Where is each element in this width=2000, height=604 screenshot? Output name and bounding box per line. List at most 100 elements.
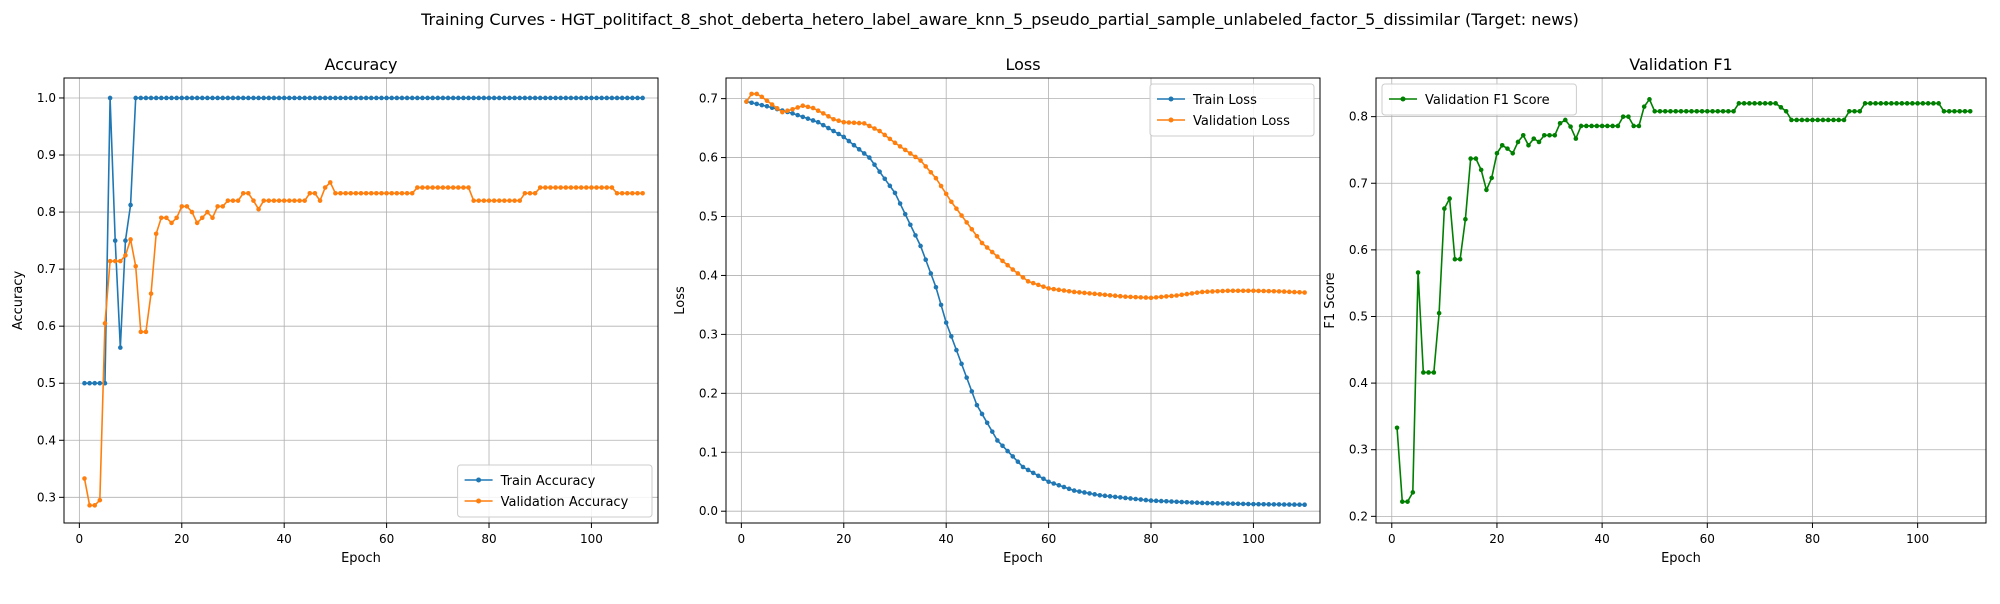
x-axis-label: Epoch [1003,551,1043,566]
data-point [1174,293,1179,298]
data-point [235,95,241,101]
data-point [184,95,190,101]
legend-dot-marker [476,498,482,504]
data-point [225,95,231,101]
data-point [1158,498,1164,504]
data-point [230,198,236,203]
legend-dot-marker [476,477,482,483]
data-point [1683,109,1689,114]
data-point [496,95,502,101]
data-point [1415,270,1421,275]
data-point [984,245,990,250]
data-point [517,95,523,101]
data-point [527,95,533,101]
data-point [379,190,384,196]
data-point [107,95,113,101]
data-point [1123,294,1128,299]
x-tick-label: 60 [1041,532,1056,546]
data-point [281,198,287,203]
data-point [1394,425,1400,431]
data-point [1112,494,1118,500]
data-point [1852,109,1857,114]
data-point [1077,489,1082,494]
axes-frame [63,77,659,524]
data-point [333,190,338,196]
data-point [128,237,133,242]
data-point [143,95,149,101]
data-point [995,254,1000,259]
data-point [445,95,451,101]
data-point [368,190,374,196]
data-point [831,128,836,134]
data-point [923,257,929,263]
data-point [1020,275,1026,280]
data-point [1158,294,1164,300]
data-point [445,185,451,190]
data-point [604,185,610,190]
data-point [266,198,272,203]
data-point [1815,117,1821,123]
legend-dot-marker [1400,96,1406,102]
data-point [800,114,806,120]
data-point [404,190,410,196]
data-point [102,321,108,326]
data-point [573,185,579,190]
data-point [1426,370,1431,375]
data-point [1636,123,1642,129]
data-point [1673,109,1679,114]
data-point [1230,501,1236,506]
data-point [415,95,420,101]
data-point [384,95,389,101]
data-point [1620,114,1626,119]
data-point [148,95,154,101]
data-point [1494,150,1500,156]
data-point [887,183,893,189]
data-point [851,120,857,126]
data-point [1286,289,1292,295]
data-point [133,263,138,269]
data-point [1478,167,1484,173]
data-point [532,95,538,101]
data-point [1920,101,1926,106]
data-point [1056,287,1062,293]
data-point [1557,120,1563,126]
data-point [918,158,923,163]
data-point [1889,101,1894,106]
data-point [543,95,548,101]
data-point [780,109,785,115]
data-point [974,233,980,239]
data-point [348,95,354,101]
data-point [471,198,476,203]
data-point [1133,294,1138,300]
data-point [1297,290,1302,295]
data-point [1463,216,1468,222]
data-point [271,198,277,203]
data-point [1899,101,1905,106]
data-point [1036,473,1041,479]
data-point [466,95,471,101]
data-point [635,95,640,101]
x-tick-label: 40 [277,532,292,546]
data-point [969,389,975,394]
data-point [964,220,969,225]
data-point [107,258,113,264]
data-point [440,185,446,190]
data-point [527,190,533,196]
data-point [1164,499,1169,504]
data-point [1594,123,1600,129]
data-point [297,95,302,101]
data-point [261,198,267,203]
data-point [1082,290,1087,296]
data-point [1102,493,1108,499]
data-point [969,226,975,232]
data-point [1030,280,1036,286]
data-point [1184,499,1190,505]
data-point [543,185,548,190]
y-tick-label: 1.0 [37,91,56,105]
data-point [276,95,282,101]
axes-title: Accuracy [324,55,397,74]
data-point [1092,492,1097,497]
data-point [194,220,200,226]
series-line-0-1 [83,181,643,507]
data-point [276,198,282,203]
